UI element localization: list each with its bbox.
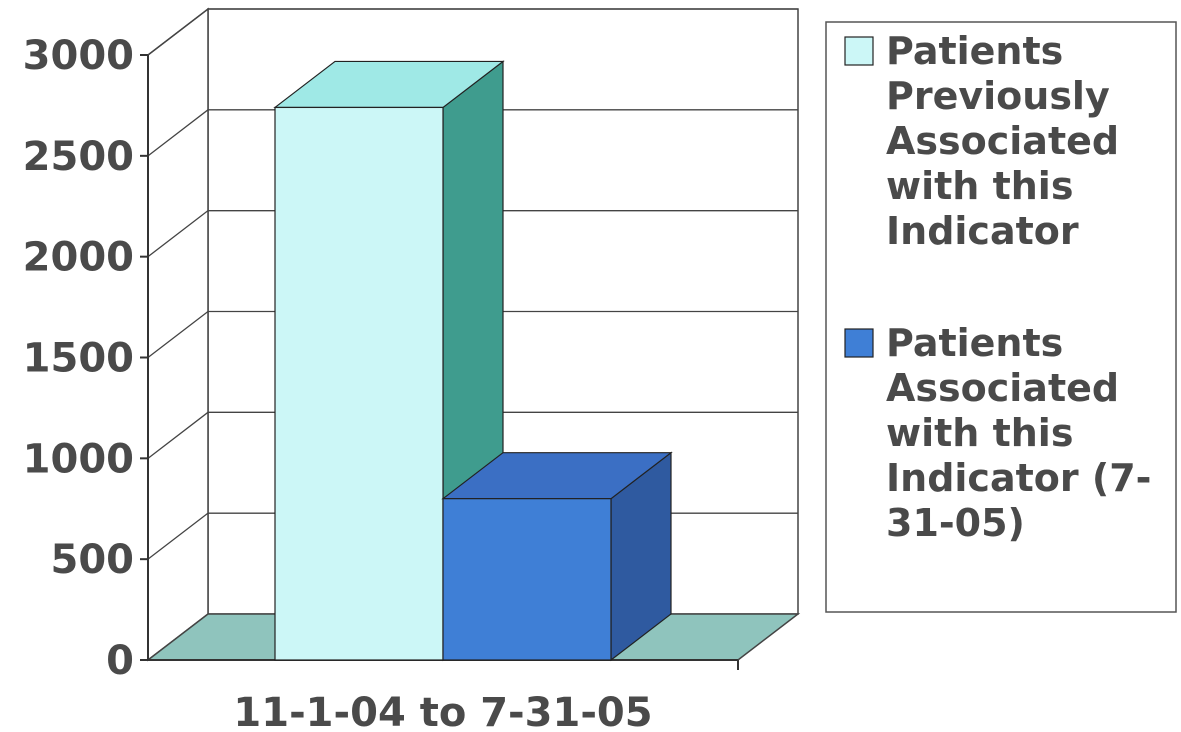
legend: Patients Previously Associated with this Ind… <box>825 21 1177 613</box>
legend-swatch <box>844 36 874 66</box>
legend-line: Indicator <box>886 209 1079 253</box>
y-tick-label: 0 <box>106 638 134 684</box>
gridline <box>147 310 798 359</box>
gridline <box>147 109 798 157</box>
gridline <box>147 411 798 459</box>
legend-line: Patients <box>886 29 1063 73</box>
y-tick-label: 2000 <box>23 235 134 281</box>
y-tick-label: 2500 <box>23 134 134 180</box>
legend-swatch <box>844 328 874 358</box>
bar-front <box>274 106 444 661</box>
legend-line: Patients <box>886 321 1063 365</box>
legend-line: with this <box>886 164 1073 208</box>
grid-lines <box>147 8 798 560</box>
y-axis-ticks: 0 500 1000 1500 2000 2500 3000 <box>23 33 739 684</box>
legend-line: Associated <box>886 119 1119 163</box>
legend-line: Previously <box>886 74 1110 118</box>
legend-line: Associated <box>886 366 1119 410</box>
legend-entry: Patients Associated with this Indicator (7-… <box>886 321 1151 545</box>
y-tick-label: 1000 <box>23 436 134 482</box>
legend-entry: Patients Previously Associated with this Ind… <box>886 29 1119 253</box>
gridline <box>147 210 798 258</box>
y-tick-label: 500 <box>51 537 135 583</box>
bar-front <box>442 498 612 661</box>
legend-line: Indicator (7- <box>886 456 1151 500</box>
x-axis-labels: 11-1-04 to 7-31-05 <box>233 690 652 732</box>
legend-line: with this <box>886 411 1073 455</box>
y-tick-label: 3000 <box>23 33 134 79</box>
legend-box <box>825 21 1177 613</box>
bar-2 <box>441 451 673 662</box>
bars <box>273 60 673 662</box>
y-tick-label: 1500 <box>23 336 134 382</box>
gridline <box>147 8 798 56</box>
x-category-label: 11-1-04 to 7-31-05 <box>233 690 652 732</box>
legend-line: 31-05) <box>886 501 1025 545</box>
